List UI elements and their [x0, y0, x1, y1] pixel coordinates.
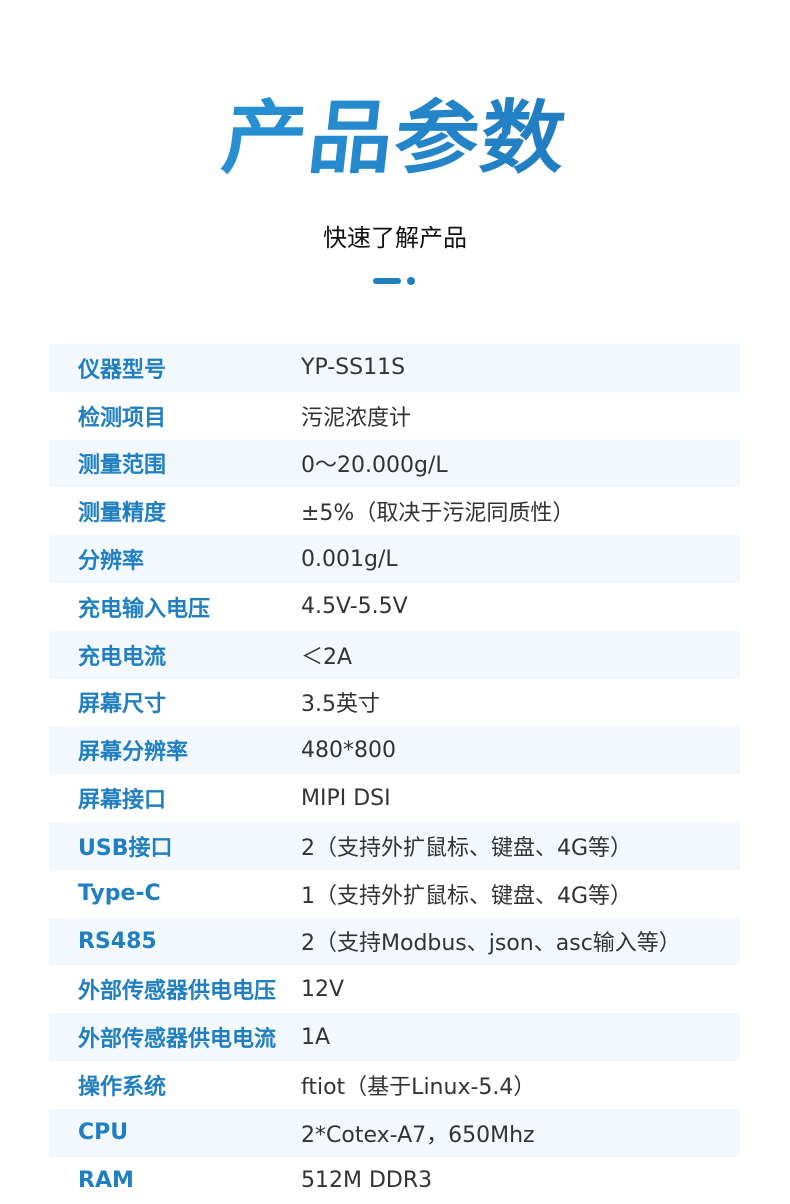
- spec-value: 1（支持外扩鼠标、键盘、4G等）: [301, 883, 633, 909]
- spec-value: 4.5V-5.5V: [301, 594, 408, 620]
- spec-label: 外部传感器供电电压: [78, 979, 277, 1005]
- spec-value: MIPI DSI: [301, 785, 391, 811]
- spec-label: RAM: [78, 1167, 134, 1193]
- spec-value: 污泥浓度计: [301, 405, 412, 431]
- page-title: 产品参数: [0, 91, 790, 186]
- spec-value: 0.001g/L: [301, 546, 398, 572]
- spec-value: 1A: [301, 1024, 331, 1050]
- spec-row: 外部传感器供电电流 1A: [49, 1013, 740, 1061]
- spec-label: 屏幕分辨率: [78, 740, 189, 766]
- spec-label: 测量精度: [78, 501, 167, 527]
- spec-row: 分辨率 0.001g/L: [49, 535, 740, 583]
- spec-value: YP-SS11S: [301, 355, 406, 381]
- spec-value: 12V: [301, 976, 345, 1002]
- spec-label: Type-C: [78, 881, 161, 907]
- spec-label: RS485: [78, 928, 157, 954]
- spec-label: 充电输入电压: [78, 596, 211, 622]
- spec-value: 0～20.000g/L: [301, 453, 448, 479]
- spec-value: 2（支持Modbus、json、asc输入等）: [301, 931, 681, 957]
- spec-value: ±5%（取决于污泥同质性）: [301, 501, 575, 527]
- spec-row: CPU 2*Cotex-A7，650Mhz: [49, 1108, 740, 1157]
- spec-row: 测量精度 ±5%（取决于污泥同质性）: [49, 487, 740, 535]
- spec-row: 测量范围 0～20.000g/L: [49, 439, 740, 488]
- divider-dot: [407, 277, 415, 285]
- spec-row: RAM 512M DDR3: [49, 1157, 740, 1204]
- spec-label: 分辨率: [78, 549, 145, 575]
- spec-label: CPU: [78, 1120, 129, 1146]
- spec-value: 3.5英寸: [301, 692, 380, 718]
- spec-value: ＜2A: [301, 644, 353, 670]
- page-subtitle: 快速了解产品: [323, 224, 467, 252]
- spec-label: 外部传感器供电电流: [78, 1027, 277, 1053]
- spec-label: 操作系统: [78, 1074, 167, 1100]
- spec-label: 仪器型号: [78, 357, 167, 383]
- spec-row: 操作系统 ftiot（基于Linux-5.4）: [49, 1061, 740, 1109]
- spec-row: 仪器型号 YP-SS11S: [49, 344, 740, 392]
- spec-value: 512M DDR3: [301, 1167, 433, 1193]
- spec-row: 充电输入电压 4.5V-5.5V: [49, 583, 740, 631]
- divider-bar: [373, 278, 401, 284]
- spec-table: 仪器型号 YP-SS11S 检测项目 污泥浓度计测量范围 0～20.000g/L 测量精度…: [49, 344, 740, 1204]
- spec-value: 2*Cotex-A7，650Mhz: [301, 1122, 535, 1148]
- spec-label: 屏幕接口: [78, 788, 167, 814]
- spec-row: 屏幕分辨率 480*800: [49, 726, 740, 775]
- spec-label: 屏幕尺寸: [78, 692, 167, 718]
- spec-label: 检测项目: [78, 405, 167, 431]
- spec-label: 充电电流: [78, 644, 167, 670]
- spec-row: 屏幕尺寸 3.5英寸: [49, 679, 740, 727]
- spec-row: Type-C 1（支持外扩鼠标、键盘、4G等）: [49, 870, 740, 918]
- spec-label: USB接口: [78, 835, 173, 861]
- spec-row: RS485 2（支持Modbus、json、asc输入等）: [49, 917, 740, 966]
- spec-value: 2（支持外扩鼠标、键盘、4G等）: [301, 835, 633, 861]
- spec-label: 测量范围: [78, 453, 167, 479]
- spec-row: 充电电流 ＜2A: [49, 630, 740, 679]
- spec-row: USB接口 2（支持外扩鼠标、键盘、4G等）: [49, 821, 740, 870]
- spec-value: 480*800: [301, 737, 396, 763]
- spec-row: 检测项目 污泥浓度计: [49, 392, 740, 440]
- spec-row: 外部传感器供电电压 12V: [49, 965, 740, 1013]
- spec-row: 屏幕接口 MIPI DSI: [49, 774, 740, 822]
- spec-value: ftiot（基于Linux-5.4）: [301, 1074, 536, 1100]
